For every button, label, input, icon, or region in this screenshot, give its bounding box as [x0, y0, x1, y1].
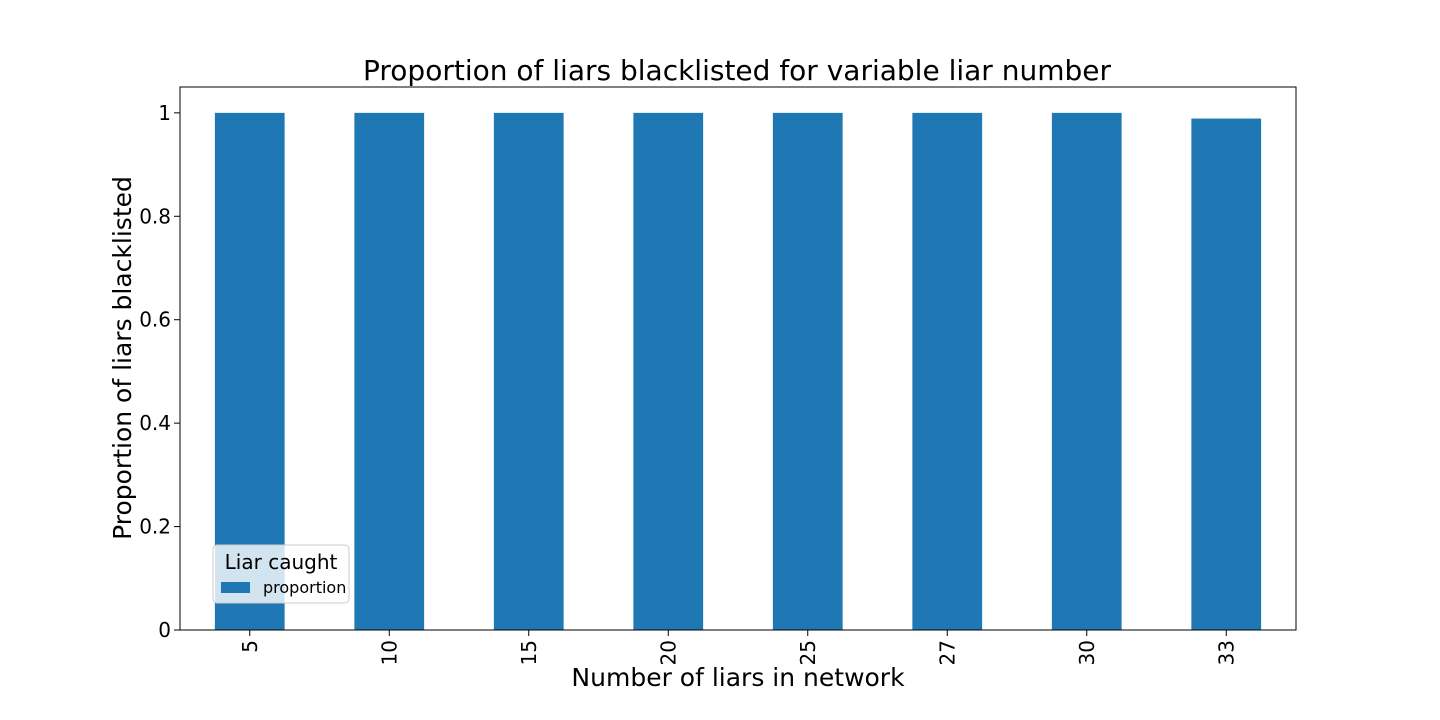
x-tick-label: 25 [796, 640, 820, 665]
chart-title: Proportion of liars blacklisted for vari… [363, 54, 1111, 87]
bar-5 [214, 112, 285, 631]
y-tick-label: 0 [158, 618, 171, 642]
bar-10 [354, 112, 425, 631]
bar-20 [633, 112, 704, 631]
bar-30 [1051, 112, 1122, 631]
x-tick-label: 30 [1075, 640, 1099, 665]
y-tick-label: 0.2 [139, 515, 171, 539]
x-tick-label: 5 [238, 640, 262, 653]
x-tick-label: 20 [656, 640, 680, 665]
x-tick-label: 15 [517, 640, 541, 665]
legend-entry-proportion: proportion [263, 578, 346, 597]
y-tick-label: 0.4 [139, 411, 171, 435]
legend-swatch [221, 582, 250, 593]
legend: Liar caught proportion [212, 544, 350, 604]
y-axis: 0 0.2 0.4 0.6 0.8 1 [139, 101, 180, 642]
bar-15 [493, 112, 564, 631]
y-tick-label: 0.6 [139, 308, 171, 332]
bars-group [214, 112, 1262, 631]
x-axis: 5 10 15 20 25 27 30 33 [238, 630, 1238, 665]
x-tick-label: 33 [1214, 640, 1238, 665]
y-tick-label: 1 [158, 101, 171, 125]
x-tick-label: 27 [935, 640, 959, 665]
bar-27 [912, 112, 983, 631]
x-axis-label: Number of liars in network [571, 663, 905, 692]
y-tick-label: 0.8 [139, 204, 171, 228]
y-axis-label: Proportion of liars blacklisted [108, 176, 137, 540]
legend-title: Liar caught [225, 550, 338, 574]
bar-25 [772, 112, 843, 631]
x-tick-label: 10 [377, 640, 401, 665]
plot-frame [179, 86, 1297, 631]
bar-33 [1191, 118, 1262, 630]
